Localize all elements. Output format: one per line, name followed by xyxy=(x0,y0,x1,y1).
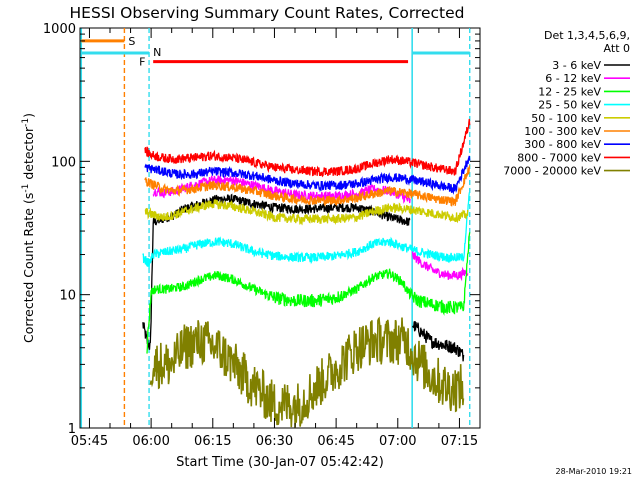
y-tick-label: 1000 xyxy=(43,22,76,37)
x-tick-label: 06:45 xyxy=(317,434,354,449)
legend-label: 100 - 300 keV xyxy=(524,125,601,138)
x-tick-label: 07:15 xyxy=(441,434,478,449)
y-axis-label-exp: -1 xyxy=(21,184,31,193)
y-tick-label: 1 xyxy=(68,422,76,437)
series-25-50-keV xyxy=(142,192,470,269)
series-line xyxy=(412,320,465,362)
flag-label: S xyxy=(128,35,135,48)
legend-label: 6 - 12 keV xyxy=(545,72,601,85)
y-tick-label: 10 xyxy=(59,289,76,304)
series-100-300-keV xyxy=(144,165,471,207)
series-800-7000-keV xyxy=(144,118,471,178)
series-line xyxy=(142,192,470,269)
plot-area: S NF xyxy=(79,27,481,429)
x-axis: 05:45 06:00 06:15 06:30 06:45 07:00 07:15 xyxy=(71,28,481,449)
series-line xyxy=(144,199,469,226)
x-tick-label: 06:15 xyxy=(194,434,231,449)
x-tick-label: 05:45 xyxy=(71,434,108,449)
series-line xyxy=(146,232,471,354)
series-line xyxy=(144,165,471,207)
flag-label: N xyxy=(153,46,161,59)
series-7000-20000-keV xyxy=(149,316,465,429)
series-line xyxy=(144,155,471,195)
y-axis-label-exp: -1 xyxy=(21,118,31,127)
legend-label: 12 - 25 keV xyxy=(538,85,601,98)
series-line xyxy=(411,250,469,282)
legend-label: 7000 - 20000 keV xyxy=(503,165,601,178)
series-12-25-keV xyxy=(146,232,471,354)
legend-label: 50 - 100 keV xyxy=(531,112,601,125)
legend-label: 3 - 6 keV xyxy=(552,59,601,72)
legend-header: Att 0 xyxy=(604,42,630,55)
series-300-800-keV xyxy=(144,155,471,195)
series-line xyxy=(144,118,471,178)
legend-header: Det 1,3,4,5,6,9, xyxy=(544,29,630,42)
y-tick-label: 100 xyxy=(51,155,76,170)
series-50-100-keV xyxy=(144,199,469,226)
footer-date: 28-Mar-2010 19:21 xyxy=(556,467,633,476)
x-tick-label: 06:00 xyxy=(132,434,169,449)
y-axis-label-part: Corrected Count Rate (s xyxy=(21,193,36,343)
x-axis-label: Start Time (30-Jan-07 05:42:42) xyxy=(176,455,384,470)
y-axis-label-part: ) xyxy=(21,113,36,118)
y-axis-label: Corrected Count Rate (s-1 detector-1) xyxy=(21,113,36,343)
legend-label: 800 - 7000 keV xyxy=(517,151,601,164)
chart-title: HESSI Observing Summary Count Rates, Cor… xyxy=(70,4,465,22)
flag-label: F xyxy=(139,56,145,69)
x-tick-label: 07:00 xyxy=(379,434,416,449)
chart-marks: S NF xyxy=(80,28,471,429)
y-axis: 1 10 100 1000 xyxy=(43,22,480,437)
x-tick-label: 06:30 xyxy=(256,434,293,449)
legend-label: 25 - 50 keV xyxy=(538,99,601,112)
plot-frame xyxy=(79,27,481,429)
legend-label: 300 - 800 keV xyxy=(524,138,601,151)
series-line xyxy=(149,316,465,429)
y-axis-label-part: detector xyxy=(21,126,36,184)
